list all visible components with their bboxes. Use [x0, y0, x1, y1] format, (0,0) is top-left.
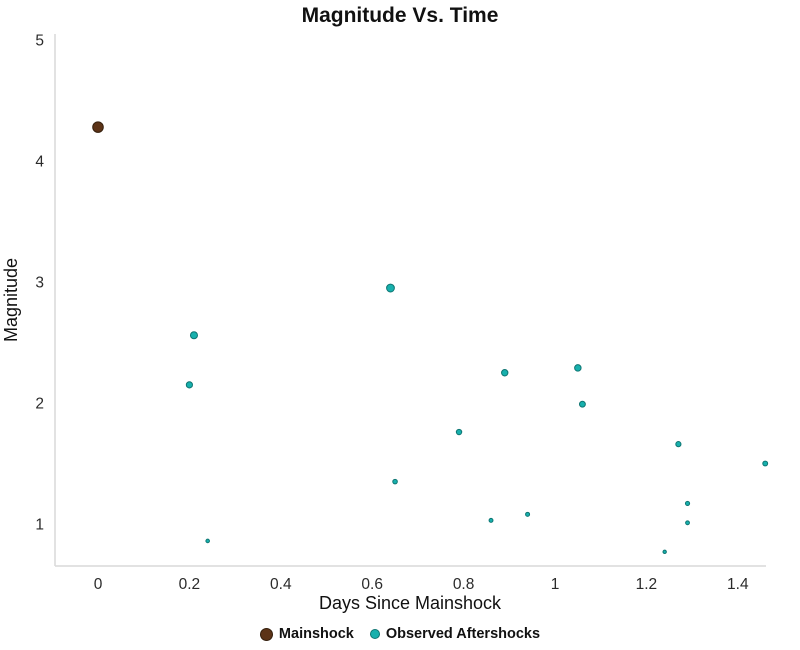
x-tick-label: 0.6: [361, 576, 383, 593]
data-point-aftershock[interactable]: [662, 549, 667, 555]
plot-axes: 0 0.2 0.4 0.6 0.8 1 1.2 1.4 1 2 3 4 5: [35, 33, 766, 593]
x-tick-label: 0: [94, 576, 103, 593]
data-point-aftershock[interactable]: [455, 428, 463, 436]
data-point-aftershock[interactable]: [501, 369, 509, 377]
data-point-aftershock[interactable]: [392, 478, 398, 485]
y-tick-label: 2: [35, 396, 44, 413]
plot-points: [92, 121, 769, 555]
legend-marker-icon: [369, 629, 380, 639]
x-tick-label: 0.8: [453, 576, 475, 593]
data-point-aftershock[interactable]: [762, 460, 769, 467]
legend-label: Observed Aftershocks: [385, 626, 541, 642]
x-tick-label: 0.2: [179, 576, 201, 593]
y-tick-label: 5: [35, 33, 44, 50]
x-tick-label: 1.4: [727, 576, 749, 593]
data-point-aftershock[interactable]: [675, 441, 682, 448]
y-tick-label: 4: [35, 154, 44, 171]
data-point-aftershock[interactable]: [185, 381, 193, 389]
data-point-aftershock[interactable]: [386, 283, 395, 293]
x-axis-label: Days Since Mainshock: [319, 593, 502, 613]
x-tick-label: 0.4: [270, 576, 292, 593]
data-point-aftershock[interactable]: [578, 400, 586, 408]
x-tick-label: 1: [551, 576, 560, 593]
y-axis-label: Magnitude: [1, 258, 21, 342]
y-tick-label: 3: [35, 275, 44, 292]
data-point-aftershock[interactable]: [205, 538, 210, 544]
legend-item-mainshock[interactable]: Mainshock: [259, 626, 354, 642]
data-point-aftershock[interactable]: [189, 331, 198, 340]
legend-item-observed-aftershocks[interactable]: Observed Aftershocks: [369, 626, 541, 642]
y-tick-label: 1: [35, 517, 44, 534]
legend-marker-icon: [259, 627, 273, 641]
chart-legend: Mainshock Observed Aftershocks: [0, 626, 800, 642]
data-point-mainshock[interactable]: [92, 121, 104, 133]
data-point-aftershock[interactable]: [684, 500, 691, 507]
data-point-aftershock[interactable]: [488, 517, 494, 523]
x-tick-label: 1.2: [636, 576, 658, 593]
legend-label: Mainshock: [278, 626, 354, 642]
chart-title: Magnitude Vs. Time: [302, 4, 499, 27]
data-point-aftershock[interactable]: [574, 364, 582, 372]
data-point-aftershock[interactable]: [525, 511, 531, 517]
data-point-aftershock[interactable]: [685, 520, 690, 526]
